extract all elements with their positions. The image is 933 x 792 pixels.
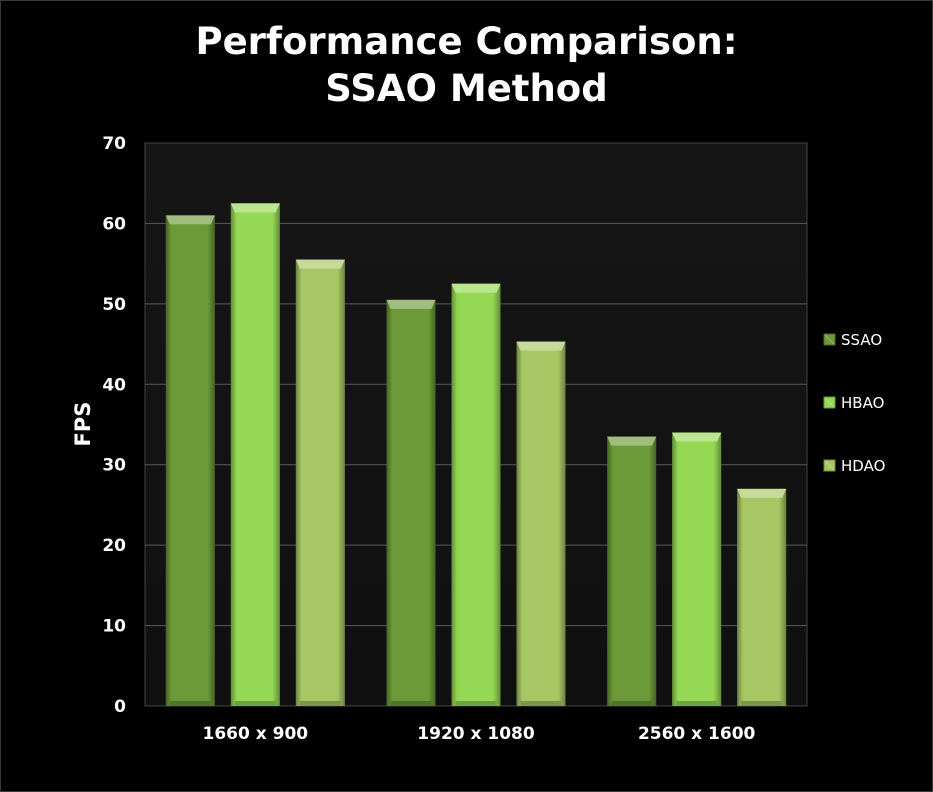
y-tick-label: 70 (102, 134, 126, 154)
bar-top-bevel (230, 203, 280, 213)
y-tick-label: 60 (102, 214, 126, 234)
bar-base-bevel (676, 701, 718, 706)
bar-shading (230, 203, 280, 707)
chart-title-line-1: Performance Comparison: (195, 20, 738, 63)
bar-base-bevel (299, 701, 341, 706)
bar-base-bevel (390, 701, 432, 706)
legend-label: HDAO (841, 457, 885, 475)
bar-top-bevel (295, 259, 345, 269)
bar-hbao-2 (672, 432, 722, 706)
y-axis-label: FPS (71, 402, 95, 447)
bar-top-bevel (386, 299, 436, 309)
bar-hdao-0 (295, 259, 345, 706)
bar-shading (451, 283, 501, 706)
y-tick-label: 0 (114, 697, 126, 717)
bar-hdao-2 (737, 488, 787, 706)
x-category-label: 1920 x 1080 (417, 724, 535, 744)
legend-item-hbao: HBAO (823, 394, 884, 412)
bar-top-bevel (451, 283, 501, 293)
bar-shading (607, 436, 657, 706)
bar-hdao-1 (516, 341, 566, 706)
x-category-labels: 1660 x 900 1920 x 1080 2560 x 1600 (203, 724, 756, 744)
legend-item-hdao: HDAO (823, 457, 885, 475)
legend-swatch-bevel (824, 397, 835, 408)
bar-hbao-1 (451, 283, 501, 706)
legend-item-ssao: SSAO (823, 331, 882, 349)
bar-base-bevel (741, 701, 783, 706)
legend: SSAO HBAO HDAO (823, 331, 885, 475)
chart-title-line-2: SSAO Method (325, 67, 608, 110)
bar-shading (165, 215, 215, 706)
x-category-label: 2560 x 1600 (638, 724, 756, 744)
y-tick-label: 10 (102, 617, 126, 637)
legend-label: HBAO (841, 394, 884, 412)
y-tick-label: 40 (102, 375, 126, 395)
y-tick-labels: 0 10 20 30 40 50 60 70 (102, 134, 126, 717)
y-tick-label: 20 (102, 536, 126, 556)
bars (165, 203, 787, 707)
bar-base-bevel (455, 701, 497, 706)
bar-shading (386, 299, 436, 706)
legend-label: SSAO (841, 331, 882, 349)
bar-base-bevel (234, 701, 276, 706)
bar-hbao-0 (230, 203, 280, 707)
bar-top-bevel (165, 215, 215, 225)
bar-ssao-2 (607, 436, 657, 706)
legend-swatch-bevel (824, 334, 835, 345)
bar-ssao-1 (386, 299, 436, 706)
y-tick-label: 30 (102, 456, 126, 476)
bar-shading (295, 259, 345, 706)
bar-shading (516, 341, 566, 706)
bar-base-bevel (169, 701, 211, 706)
chart-title: Performance Comparison: SSAO Method (0, 18, 933, 112)
bar-top-bevel (672, 432, 722, 442)
bar-shading (737, 488, 787, 706)
legend-swatch-bevel (824, 460, 835, 471)
bar-base-bevel (520, 701, 562, 706)
x-category-label: 1660 x 900 (203, 724, 309, 744)
y-tick-label: 50 (102, 295, 126, 315)
bar-top-bevel (516, 341, 566, 351)
bar-top-bevel (737, 488, 787, 498)
bar-base-bevel (611, 701, 653, 706)
bar-shading (672, 432, 722, 706)
bar-ssao-0 (165, 215, 215, 706)
bar-top-bevel (607, 436, 657, 446)
